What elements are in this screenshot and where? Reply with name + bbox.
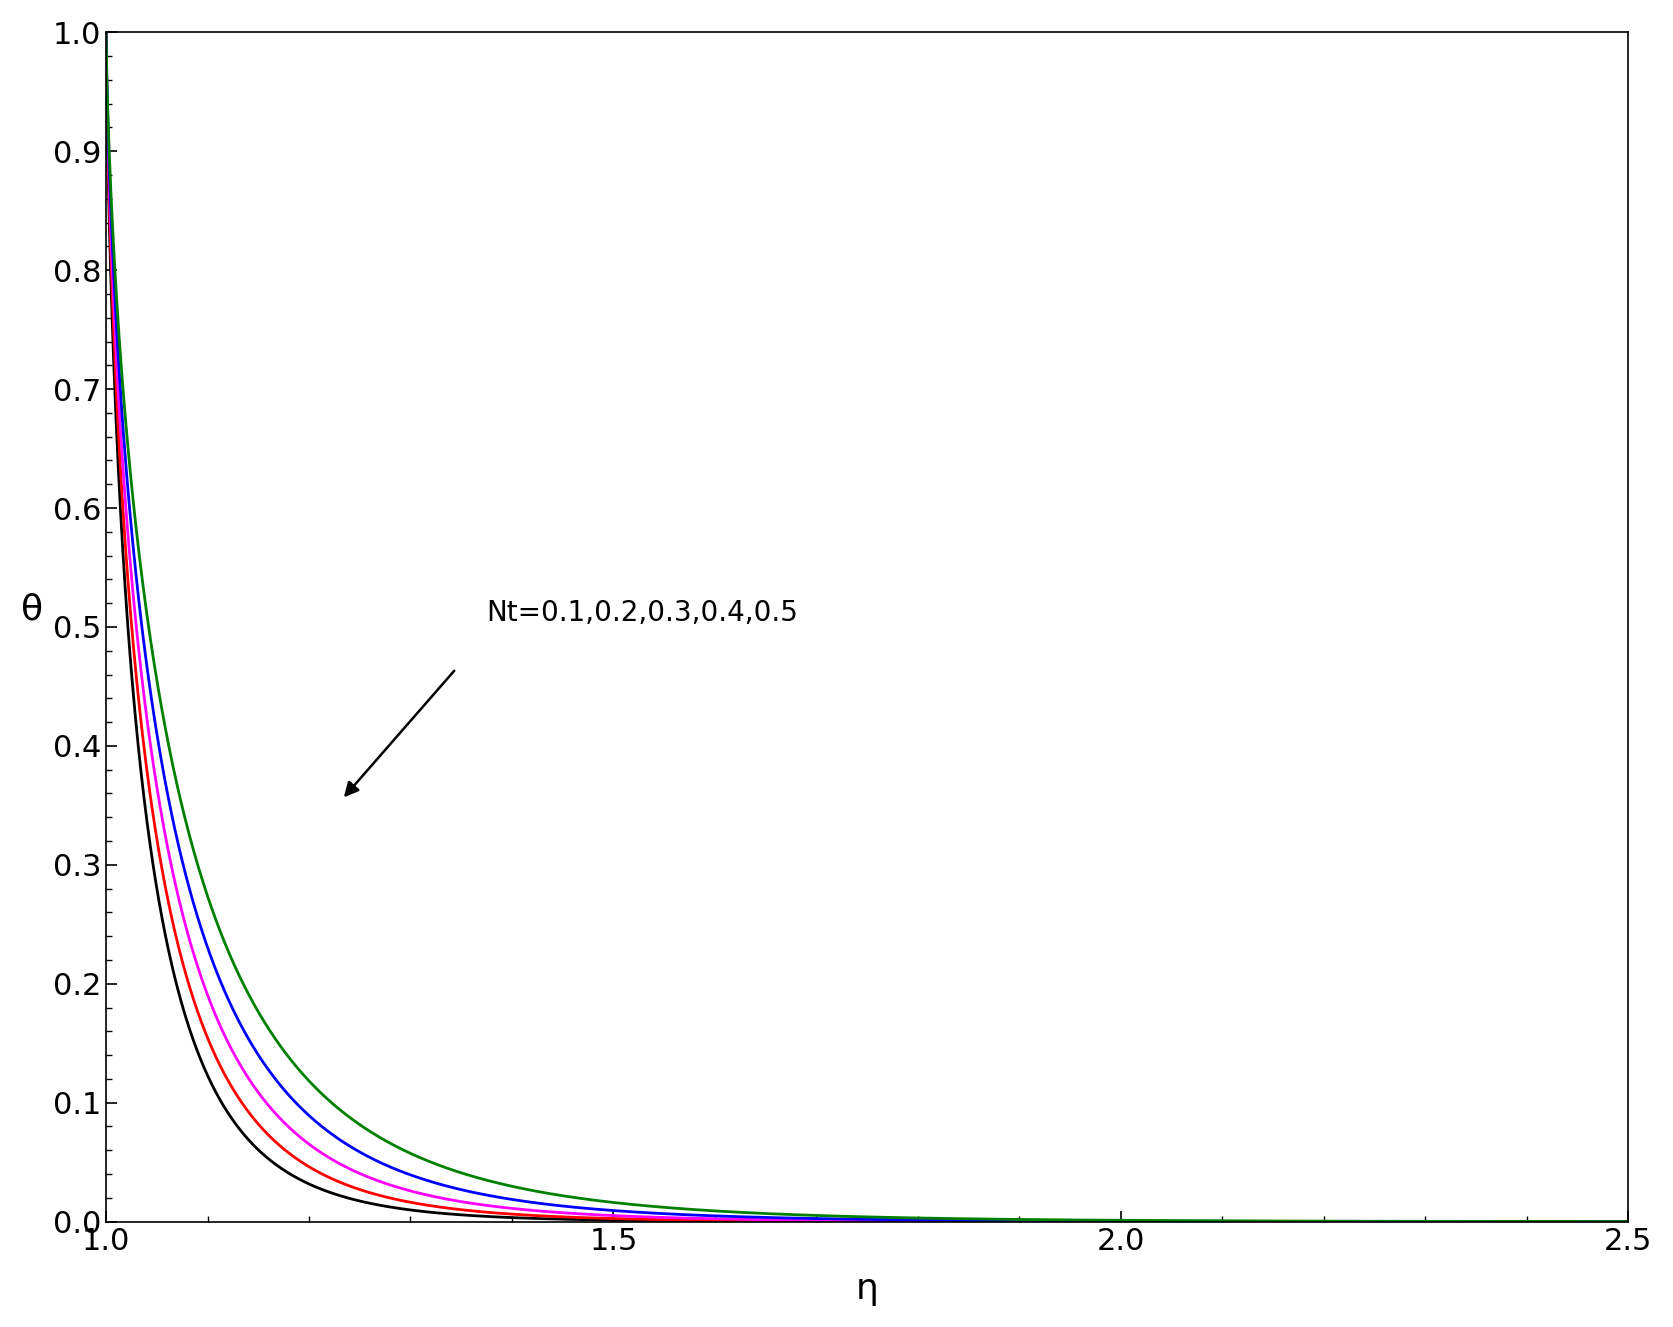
Text: Nt=0.1,0.2,0.3,0.4,0.5: Nt=0.1,0.2,0.3,0.4,0.5 bbox=[487, 598, 798, 626]
Y-axis label: θ: θ bbox=[20, 593, 43, 626]
X-axis label: η: η bbox=[855, 1273, 878, 1306]
